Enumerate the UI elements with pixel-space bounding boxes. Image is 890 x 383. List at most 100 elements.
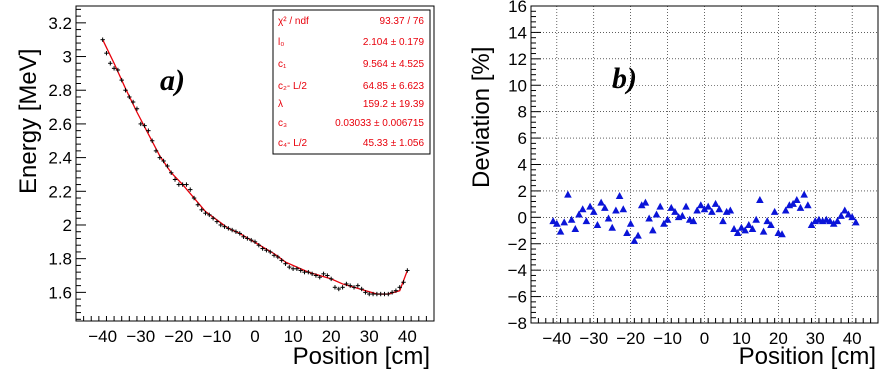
- deviation-data-point: [604, 214, 613, 222]
- energy-data-point: [100, 37, 105, 42]
- deviation-data-point: [589, 207, 598, 215]
- panel-a-label: a): [160, 64, 185, 97]
- energy-data-point: [153, 148, 159, 154]
- panel-a-x-tick-label: 30: [360, 327, 379, 346]
- deviation-data-point: [619, 205, 628, 213]
- fit-stat-label: c₄- L/2: [278, 138, 308, 149]
- panel-a-y-axis-label: Energy [MeV]: [15, 49, 42, 194]
- panel-a-data-points: [100, 37, 410, 297]
- panel-b-x-tick-label: 10: [732, 329, 751, 348]
- deviation-data-point: [641, 198, 650, 206]
- panel-a-y-tick-label: 2: [63, 216, 72, 235]
- energy-data-point: [142, 123, 147, 128]
- energy-data-point: [378, 291, 383, 297]
- deviation-data-point: [789, 199, 797, 207]
- fit-stat-label: λ: [278, 99, 283, 110]
- energy-data-point: [248, 237, 254, 243]
- energy-data-point: [130, 99, 136, 105]
- energy-data-point: [283, 261, 288, 266]
- energy-data-point: [275, 254, 281, 260]
- deviation-data-point: [663, 215, 672, 223]
- deviation-data-point: [567, 215, 576, 223]
- fit-stat-value: 93.37 / 76: [380, 16, 425, 27]
- deviation-data-point: [582, 217, 591, 225]
- energy-data-point: [313, 273, 319, 278]
- fit-stat-label: c₃: [278, 118, 287, 129]
- deviation-data-point: [752, 215, 760, 223]
- energy-data-point: [359, 286, 364, 292]
- energy-data-point: [268, 249, 273, 255]
- panel-b-y-tick-label: 10: [508, 76, 527, 95]
- deviation-data-point: [634, 231, 642, 239]
- energy-data-point: [180, 182, 185, 187]
- deviation-data-point: [612, 206, 620, 214]
- energy-data-point: [207, 212, 212, 218]
- fit-stat-value: 2.104 ± 0.179: [363, 37, 425, 48]
- deviation-data-point: [756, 195, 764, 203]
- energy-data-point: [260, 246, 265, 251]
- fit-stats-box: χ² / ndf 93.37 / 76 l₀ 2.104 ± 0.179 c₁ 9.564…: [272, 9, 431, 155]
- energy-data-point: [111, 66, 117, 71]
- energy-data-point: [138, 121, 143, 127]
- energy-data-point: [348, 283, 353, 288]
- energy-data-point: [294, 266, 300, 271]
- energy-data-point: [237, 231, 242, 236]
- panel-b-x-tick-label: −20: [616, 329, 645, 348]
- energy-data-point: [172, 177, 178, 182]
- energy-data-point: [389, 290, 395, 295]
- deviation-data-point: [748, 225, 757, 233]
- energy-data-point: [161, 158, 166, 164]
- panel-b-y-tick-label: 8: [518, 103, 527, 122]
- panel-b-y-tick-label: 14: [508, 23, 527, 42]
- panel-b-y-tick-label: 12: [508, 50, 527, 69]
- panel-b-y-tick-label: 6: [518, 129, 527, 148]
- deviation-data-point: [697, 201, 705, 209]
- energy-data-point: [325, 273, 330, 278]
- energy-data-point: [279, 258, 284, 263]
- deviation-data-point: [763, 217, 772, 225]
- panel-b-y-axis-label: Deviation [%]: [468, 47, 495, 188]
- deviation-data-point: [759, 227, 768, 235]
- panel-b-x-axis-label: Position [cm]: [739, 343, 876, 370]
- panel-b-y-tick-label: 0: [518, 208, 527, 227]
- panel-b-y-tick-label: −4: [508, 261, 527, 280]
- panel-a-y-tick-label: 3: [63, 48, 72, 67]
- deviation-data-point: [700, 205, 709, 213]
- energy-data-point: [401, 280, 406, 285]
- deviation-data-point: [656, 202, 665, 210]
- energy-data-point: [127, 94, 132, 100]
- deviation-data-point: [744, 221, 753, 229]
- energy-data-point: [290, 266, 296, 271]
- deviation-data-point: [682, 202, 690, 210]
- energy-data-point: [370, 291, 376, 297]
- energy-data-point: [328, 276, 334, 282]
- deviation-data-point: [792, 195, 801, 203]
- deviation-data-point: [660, 219, 668, 227]
- energy-data-point: [222, 224, 227, 229]
- fit-stat-value: 159.2 ± 19.39: [363, 99, 425, 110]
- energy-data-point: [214, 219, 220, 224]
- panel-a-x-tick-label: −20: [164, 327, 193, 346]
- energy-data-point: [309, 271, 315, 277]
- energy-data-point: [203, 211, 208, 216]
- energy-data-point: [374, 291, 380, 297]
- panel-a-x-tick-label: −40: [88, 327, 117, 346]
- panel-a-x-tick-label: −30: [126, 327, 155, 346]
- deviation-data-point: [601, 203, 609, 211]
- fit-stat-value: 9.564 ± 4.525: [363, 59, 425, 70]
- deviation-data-point: [549, 217, 557, 225]
- deviation-data-point: [800, 190, 808, 198]
- energy-data-point: [382, 291, 387, 297]
- panel-b-y-tick-label: 16: [508, 0, 527, 16]
- energy-data-point: [397, 285, 402, 290]
- deviation-data-point: [840, 206, 849, 214]
- deviation-data-point: [571, 225, 580, 233]
- deviation-data-point: [829, 219, 838, 227]
- panel-b-x-tick-label: 20: [769, 329, 788, 348]
- energy-data-point: [191, 195, 197, 201]
- panel-b-x-tick-label: 40: [843, 329, 862, 348]
- fit-stat-label: c₂- L/2: [278, 81, 307, 92]
- panel-b-label: b): [612, 62, 637, 95]
- fit-stat-value: 45.33 ± 1.056: [363, 138, 425, 149]
- deviation-data-point: [630, 236, 639, 244]
